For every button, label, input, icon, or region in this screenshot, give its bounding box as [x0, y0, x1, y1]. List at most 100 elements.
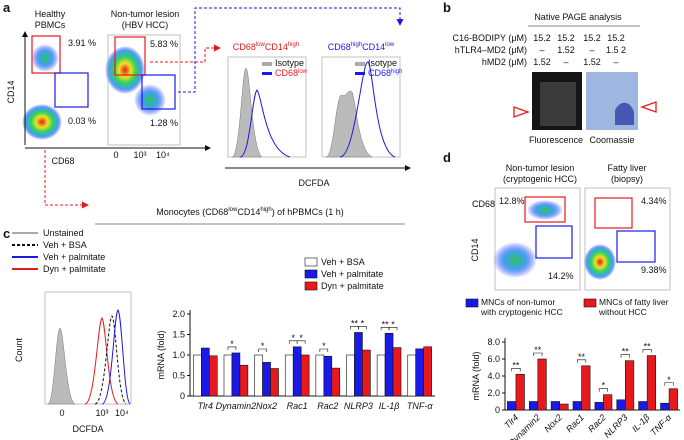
decoration [494, 187, 581, 291]
panel-title: Monocytes (CD68lowCD14high) of hPBMCs (1… [156, 207, 343, 217]
significance: ** [351, 318, 359, 328]
significance: * [299, 333, 303, 343]
bar [528, 401, 539, 411]
y-tick-label: 0.5 [172, 371, 185, 381]
bar [550, 401, 560, 411]
plot-title: Non-tumor lesion [111, 9, 180, 19]
y-tick-label: 4.0 [487, 371, 500, 381]
legend-label: Unstained [43, 228, 84, 238]
decoration [44, 150, 89, 209]
x-tick-label: 10³ [133, 150, 146, 160]
legend-part: low [298, 69, 308, 75]
plot-title: PBMCs [35, 20, 66, 30]
gate-percent: 0.03 % [68, 116, 96, 126]
plot-title: (cryptogenic HCC) [503, 174, 577, 184]
significance: ** [622, 347, 630, 357]
gate-percent: 9.38% [641, 265, 667, 275]
y-tick-label: 1.5 [172, 330, 185, 340]
title-part: high [351, 42, 362, 48]
bar [384, 332, 394, 397]
significance-bracket [620, 354, 630, 358]
bar [362, 349, 371, 397]
significance-bracket [511, 368, 521, 372]
cell: 1.52 [583, 57, 601, 67]
decoration [84, 317, 119, 405]
x-tick-label: Rac1 [564, 412, 586, 434]
y-tick-label: 2.0 [487, 388, 500, 398]
plot-title: Fatty liver [607, 163, 646, 173]
plot-title: (HBV HCC) [122, 20, 169, 30]
gel-label: Coomassie [589, 135, 634, 145]
panel-label: b [443, 0, 451, 15]
bar [208, 355, 218, 397]
legend-label: Veh + BSA [321, 257, 365, 267]
legend-label: CD68low [275, 68, 308, 78]
x-tick-label: Rac2 [317, 401, 338, 411]
x-tick-label: 10⁴ [115, 408, 129, 418]
significance-bracket [598, 388, 609, 392]
bar [660, 402, 670, 411]
x-tick-label: 10³ [95, 408, 108, 418]
legend-part: CD68 [368, 68, 391, 78]
bar [300, 354, 310, 397]
bar [270, 368, 279, 397]
bar [201, 347, 210, 397]
decoration [262, 72, 272, 75]
bar [292, 346, 302, 397]
title-part: CD14 [237, 207, 260, 217]
decoration [584, 244, 616, 280]
decoration [101, 309, 131, 405]
bar [638, 401, 648, 411]
table: C16-BODIPY (μM) 15.2 15.2 15.2 15.2 hTLR4–MD2… [452, 33, 626, 67]
y-tick-label: 0 [180, 391, 185, 401]
x-axis-label: DCFDA [299, 178, 330, 188]
significance: * [322, 341, 326, 351]
legend-swatch [304, 269, 318, 279]
title-part: CD14 [265, 42, 288, 52]
x-tick-label: IL-1β [379, 401, 400, 411]
cell: – [539, 45, 544, 55]
decoration [150, 44, 221, 63]
x-tick-label: TNF-α [648, 412, 674, 438]
hist-title: CD68highCD14low [328, 42, 395, 52]
x-tick-label: TNF-α [407, 401, 433, 411]
bar [376, 354, 386, 397]
legend-label: MNCs of fatty liver without HCC [599, 297, 669, 317]
decoration [54, 72, 89, 108]
decoration [22, 104, 62, 140]
x-axis-label: CD68 [51, 156, 74, 166]
panel-label: d [443, 150, 451, 165]
x-tick-label: Rac1 [287, 401, 308, 411]
legend-label: MNCs of non-tumor with cryptogenic HCC [481, 297, 563, 317]
bar [315, 354, 325, 397]
title-part: Monocytes (CD68 [156, 207, 228, 217]
bar [572, 401, 582, 411]
x-tick-label: 0 [59, 408, 64, 418]
bar [392, 347, 402, 397]
cell: 1.52 [557, 45, 575, 55]
significance-bracket [642, 349, 652, 353]
gate-percent: 3.91 % [68, 38, 96, 48]
significance-bracket [358, 326, 367, 330]
bar [231, 352, 241, 397]
bar [625, 360, 635, 411]
plot-title: Healthy [35, 9, 66, 19]
bar [668, 388, 678, 411]
decoration [44, 291, 132, 405]
significance: * [261, 341, 265, 351]
bar [407, 354, 417, 397]
decoration [355, 72, 365, 75]
significance-bracket [533, 352, 543, 356]
legend-label: Veh + palmitate [43, 252, 105, 262]
significance: ** [578, 352, 586, 362]
legend-part: high [391, 69, 402, 75]
y-axis-label: CD14 [6, 80, 16, 103]
gate-percent: 14.2% [548, 271, 574, 281]
decoration [239, 89, 291, 158]
legend-swatch [583, 298, 597, 308]
legend-label: CD68high [368, 68, 402, 78]
bar [223, 354, 233, 397]
decoration [615, 102, 634, 125]
gate-percent: 12.8% [499, 196, 525, 206]
bar [331, 367, 341, 397]
